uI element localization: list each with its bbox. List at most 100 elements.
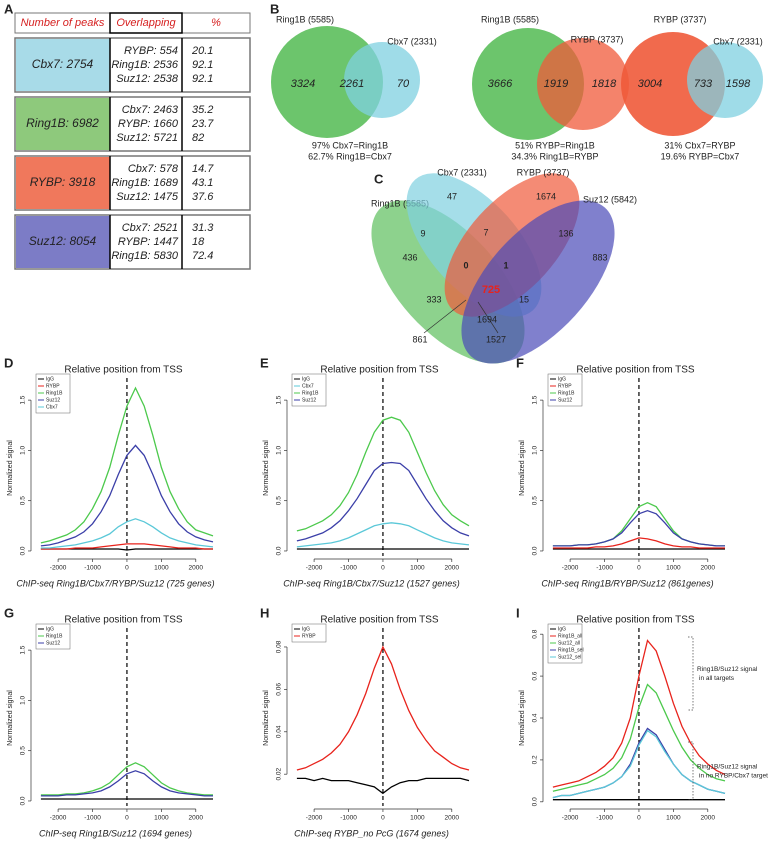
percent-text: 18 <box>192 236 205 248</box>
set-circle <box>537 38 629 130</box>
overlap-note: 34.3% Ring1B=RYBP <box>511 151 598 161</box>
legend-label: IgG <box>302 376 310 382</box>
percent-text: 23.7 <box>191 118 214 130</box>
plot-frame <box>34 630 213 806</box>
region-count: 7 <box>483 227 488 237</box>
x-tick-label: 1000 <box>410 565 425 572</box>
overlap-text: Suz12: 5721 <box>116 132 178 144</box>
y-tick-label: 1.0 <box>20 696 27 705</box>
y-tick-label: 1.5 <box>20 645 27 654</box>
x-tick-label: 1000 <box>154 565 169 572</box>
x-tick-label: -1000 <box>340 565 357 572</box>
x-tick-label: 1000 <box>410 815 425 822</box>
y-tick-label: 0.2 <box>532 755 539 764</box>
y-tick-label: 0.08 <box>276 640 283 653</box>
group-name: Ring1B: 6982 <box>26 116 99 130</box>
series-line <box>296 777 470 795</box>
y-tick-label: 0.0 <box>276 546 283 555</box>
percent-text: 92.1 <box>192 59 213 71</box>
legend-label: RYBP <box>302 633 316 639</box>
legend-label: Cbx7 <box>46 404 58 410</box>
x-tick-label: -2000 <box>50 565 67 572</box>
y-axis-label: Normalized signal <box>263 690 270 746</box>
percent-text: 35.2 <box>192 104 213 116</box>
legend-label: Suz12 <box>302 397 316 403</box>
set-label: RYBP (3737) <box>517 167 570 177</box>
overlap-text: Cbx7: 2463 <box>122 104 179 116</box>
chart-caption: ChIP-seq Ring1B/RYBP/Suz12 (861genes) <box>541 578 713 588</box>
legend-label: Ring1B <box>302 390 319 396</box>
x-tick-label: 2000 <box>189 815 204 822</box>
legend-label: IgG <box>46 376 54 382</box>
legend-label: RYBP <box>46 383 60 389</box>
region-count: 1598 <box>726 78 751 90</box>
panel-label: G <box>4 605 14 620</box>
region-count: 436 <box>402 252 417 262</box>
header-text: Overlapping <box>116 17 176 29</box>
set-ellipse <box>461 200 615 364</box>
y-tick-label: 0.5 <box>276 496 283 505</box>
percent-text: 72.4 <box>192 250 213 262</box>
region-count: 1674 <box>536 191 556 201</box>
percent-text: 37.6 <box>192 191 214 203</box>
chart-title: Relative position from TSS <box>64 365 183 376</box>
y-tick-label: 0.0 <box>20 796 27 805</box>
x-tick-label: -2000 <box>562 815 579 822</box>
overlap-note: 19.6% RYBP=Cbx7 <box>661 151 740 161</box>
x-tick-label: 1000 <box>154 815 169 822</box>
group-cell <box>16 39 110 91</box>
set-label: Cbx7 (2331) <box>387 36 437 46</box>
region-count: 47 <box>447 191 457 201</box>
x-tick-label: 0 <box>125 565 129 572</box>
region-count: 725 <box>482 284 500 296</box>
series-line <box>552 537 725 549</box>
x-tick-label: 2000 <box>445 565 460 572</box>
y-tick-label: 1.5 <box>276 395 283 404</box>
region-count: 3324 <box>291 78 315 90</box>
panel-label: A <box>4 1 14 16</box>
legend-label: Ring1B <box>558 390 575 396</box>
region-count: 1527 <box>486 334 506 344</box>
series-line <box>552 510 725 547</box>
overlap-text: Cbx7: 2521 <box>122 222 178 234</box>
chart-title: Relative position from TSS <box>576 365 695 376</box>
region-count: 136 <box>558 228 573 238</box>
set-label: RYBP (3737) <box>571 34 624 44</box>
group-name: Cbx7: 2754 <box>32 57 94 71</box>
annotation-text: Ring1B/Suz12 signal <box>697 666 758 673</box>
percent-text: 20.1 <box>191 45 213 57</box>
series-line <box>40 444 214 547</box>
panel-label: C <box>374 171 384 186</box>
overlap-note: 62.7% Ring1B=Cbx7 <box>308 151 392 161</box>
group-name: RYBP: 3918 <box>30 175 96 189</box>
region-count: 15 <box>519 294 529 304</box>
legend-label: Suz12_all <box>558 640 580 646</box>
annotation-text: in all targets <box>699 675 735 682</box>
region-count: 9 <box>420 228 425 238</box>
annotation-text: in no RYBP/Cbx7 targets <box>699 773 768 780</box>
group-name: Suz12: 8054 <box>29 234 97 248</box>
group-cell <box>16 216 110 268</box>
legend-label: Ring1B_sel <box>558 647 584 653</box>
legend-label: Suz12 <box>46 640 60 646</box>
x-tick-label: 2000 <box>701 565 716 572</box>
set-label: RYBP (3737) <box>654 14 707 24</box>
region-count: 1 <box>503 260 508 270</box>
overlap-note: 97% Cbx7=Ring1B <box>312 140 388 150</box>
legend-label: IgG <box>302 626 310 632</box>
leader-line <box>423 299 467 334</box>
x-tick-label: 0 <box>125 815 129 822</box>
x-tick-label: 2000 <box>445 815 460 822</box>
x-tick-label: 1000 <box>666 565 681 572</box>
set-label: Cbx7 (2331) <box>437 167 487 177</box>
y-tick-label: 0.6 <box>532 671 539 680</box>
y-tick-label: 0.5 <box>20 496 27 505</box>
x-tick-label: -2000 <box>306 815 323 822</box>
y-tick-label: 0.4 <box>532 713 539 722</box>
y-tick-label: 0.5 <box>532 496 539 505</box>
y-axis-label: Normalized signal <box>7 440 14 496</box>
x-tick-label: -2000 <box>306 565 323 572</box>
y-tick-label: 0.0 <box>20 546 27 555</box>
y-tick-label: 1.0 <box>20 446 27 455</box>
